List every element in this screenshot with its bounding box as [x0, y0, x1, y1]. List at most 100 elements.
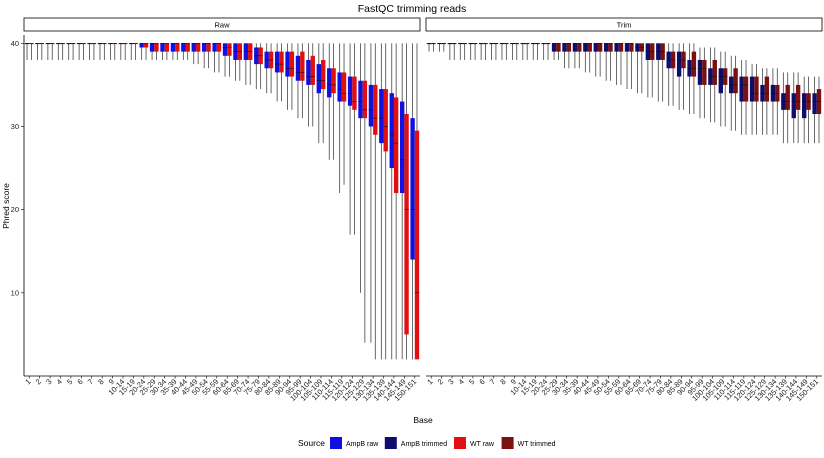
box-ampb-trimmed-85-89	[676, 51, 682, 77]
box-wt-raw-1	[29, 43, 34, 45]
legend-swatch-ampb-raw	[330, 437, 342, 449]
box-wt-raw-130-134	[373, 84, 378, 135]
box-wt-raw-50-54	[206, 43, 211, 52]
box-ampb-raw-85-89	[274, 51, 280, 73]
box-wt-raw-10-14	[123, 43, 128, 45]
x-tick-label-3: 3	[44, 377, 53, 386]
box-wt-trimmed-125-129	[764, 76, 770, 102]
x-tick-label-4: 4	[457, 377, 466, 386]
box-ampb-trimmed-30-34	[562, 43, 567, 52]
box-ampb-trimmed-4	[458, 43, 463, 45]
box-ampb-trimmed-7	[489, 43, 494, 45]
legend-title: Source	[298, 438, 325, 448]
box-ampb-raw-40-44	[181, 43, 186, 52]
legend-label-wt-trimmed: WT trimmed	[518, 441, 556, 448]
box-wt-trimmed-9	[514, 43, 519, 45]
panel-trim-marks	[426, 43, 822, 144]
box-wt-trimmed-1	[431, 43, 436, 45]
box-ampb-raw-5	[66, 43, 71, 45]
x-axis-label: Base	[413, 415, 433, 425]
panel-raw-x-ticks: 1 2 3 4 5 6 7 8 910-1415-1920-2425-2930-3435-394…	[23, 376, 418, 403]
box-wt-trimmed-135-139	[785, 84, 790, 110]
legend-label-ampb-trimmed: AmpB trimmed	[401, 441, 447, 448]
box-wt-raw-140-144	[393, 97, 399, 194]
box-ampb-trimmed-6	[478, 43, 484, 45]
x-tick-label-5: 5	[65, 377, 74, 386]
y-tick-label-40: 40	[11, 39, 19, 48]
box-wt-trimmed-2	[441, 43, 447, 45]
box-wt-raw-6	[81, 43, 86, 45]
box-wt-raw-145-149	[404, 114, 409, 335]
legend-label-wt-raw: WT raw	[470, 441, 495, 448]
panel-raw-y-ticks: 10 20 30 40	[11, 39, 24, 297]
box-wt-trimmed-35-39	[577, 43, 582, 52]
box-ampb-raw-145-149	[399, 101, 405, 194]
box-wt-raw-40-44	[185, 43, 190, 52]
box-ampb-raw-45-49	[191, 43, 196, 52]
box-wt-raw-115-119	[341, 72, 347, 102]
box-wt-trimmed-6	[483, 43, 488, 45]
box-wt-raw-55-59	[216, 43, 222, 52]
box-wt-trimmed-10-14	[525, 43, 530, 45]
box-wt-raw-85-89	[279, 51, 284, 73]
box-wt-trimmed-100-104	[712, 59, 717, 85]
box-ampb-raw-55-59	[212, 43, 217, 52]
box-wt-raw-60-64	[227, 43, 232, 56]
x-tick-label-5: 5	[467, 377, 476, 386]
box-wt-raw-2	[39, 43, 45, 45]
box-ampb-raw-2	[35, 43, 40, 45]
box-ampb-raw-140-144	[389, 93, 394, 169]
box-ampb-raw-3	[45, 43, 51, 45]
box-wt-raw-125-129	[362, 80, 368, 119]
box-wt-raw-25-29	[154, 43, 159, 52]
box-wt-raw-5	[70, 43, 76, 45]
box-ampb-raw-1	[24, 43, 30, 45]
box-wt-raw-4	[60, 43, 65, 45]
box-ampb-trimmed-20-24	[541, 43, 546, 45]
box-wt-raw-100-104	[310, 55, 315, 85]
panel-trim-label: Trim	[617, 21, 632, 30]
box-ampb-raw-25-29	[149, 43, 155, 52]
panel-raw-strip	[23, 17, 421, 32]
box-ampb-trimmed-60-64	[624, 43, 630, 52]
box-wt-trimmed-7	[493, 43, 499, 45]
box-ampb-raw-115-119	[337, 72, 342, 102]
box-ampb-trimmed-25-29	[551, 43, 557, 52]
x-tick-label-6: 6	[477, 377, 486, 386]
box-wt-trimmed-140-144	[795, 84, 801, 110]
box-ampb-raw-10-14	[118, 43, 123, 45]
x-tick-label-1: 1	[425, 377, 434, 386]
x-tick-label-2: 2	[436, 377, 445, 386]
box-wt-trimmed-60-64	[629, 43, 634, 52]
box-ampb-raw-20-24	[139, 43, 144, 48]
box-wt-raw-120-124	[352, 76, 357, 110]
box-ampb-raw-35-39	[170, 43, 176, 52]
box-ampb-trimmed-95-99	[697, 59, 703, 85]
box-wt-raw-150-151	[414, 130, 420, 360]
box-ampb-raw-60-64	[222, 43, 228, 56]
box-ampb-raw-95-99	[295, 55, 301, 81]
box-wt-raw-35-39	[175, 43, 180, 52]
box-ampb-raw-8	[97, 43, 103, 45]
box-ampb-trimmed-150-151	[812, 93, 817, 115]
box-ampb-trimmed-145-149	[801, 93, 807, 119]
box-wt-trimmed-4	[462, 43, 467, 45]
box-ampb-raw-130-134	[368, 84, 374, 127]
box-ampb-trimmed-140-144	[791, 93, 796, 119]
box-ampb-trimmed-55-59	[614, 43, 619, 52]
box-wt-trimmed-5	[472, 43, 478, 45]
y-tick-label-10: 10	[11, 288, 19, 297]
box-ampb-trimmed-40-44	[583, 43, 588, 52]
box-wt-raw-9	[112, 43, 117, 45]
box-ampb-trimmed-1	[426, 43, 432, 45]
panel-trim: Trim 1 2 3 4 5 6 7 8 910-1415-1920-2425-2930-343…	[425, 17, 823, 403]
x-tick-label-8: 8	[96, 377, 105, 386]
box-ampb-raw-100-104	[306, 59, 311, 85]
box-ampb-raw-125-129	[358, 80, 363, 119]
box-wt-raw-20-24	[143, 43, 149, 48]
box-ampb-trimmed-35-39	[572, 43, 578, 52]
panel-raw-label: Raw	[214, 21, 230, 30]
box-wt-raw-95-99	[300, 51, 305, 81]
